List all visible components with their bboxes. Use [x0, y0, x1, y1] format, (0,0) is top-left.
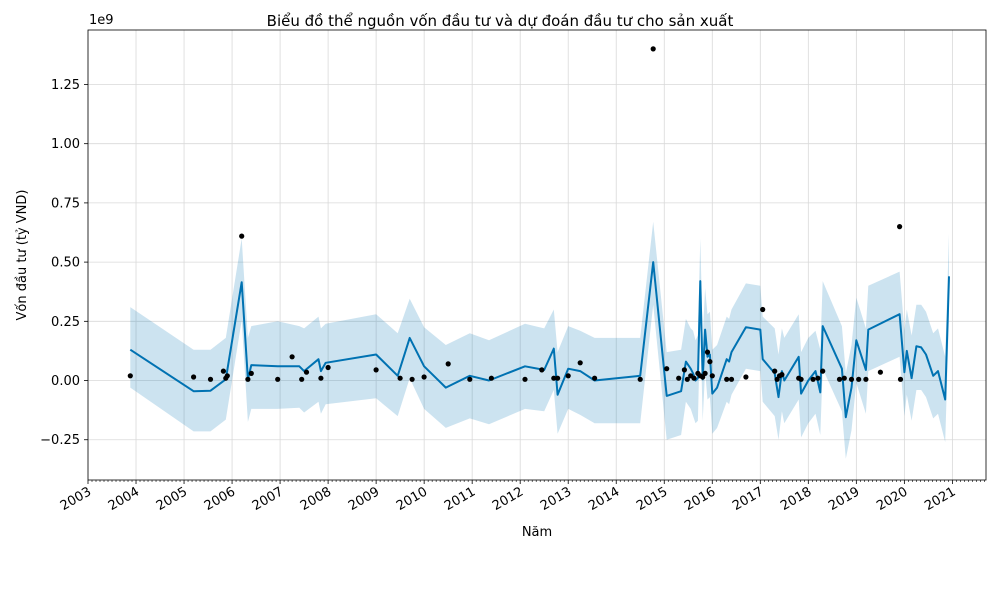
observed-point	[467, 376, 473, 382]
y-tick-label: 1.25	[51, 78, 80, 93]
x-tick-label: 2014	[586, 484, 622, 514]
observed-point	[728, 376, 735, 382]
observed-point	[127, 373, 133, 379]
observed-point	[239, 233, 245, 239]
observed-point	[676, 375, 682, 381]
x-tick-label: 2018	[778, 484, 814, 514]
observed-point	[555, 375, 561, 381]
x-tick-label: 2016	[682, 484, 718, 514]
observed-point	[798, 376, 804, 382]
forecast-line	[129, 261, 950, 419]
observed-point	[565, 373, 571, 379]
observed-point	[877, 369, 884, 375]
observed-point	[539, 367, 545, 373]
x-tick-label: 2005	[154, 484, 190, 514]
observed-point	[836, 376, 843, 382]
observed-point	[810, 376, 816, 382]
observed-point	[856, 376, 862, 382]
observed-point	[681, 367, 688, 373]
observed-point	[220, 368, 226, 374]
observed-point	[592, 375, 598, 381]
x-tick-label: 2013	[538, 484, 574, 514]
observed-point	[245, 376, 251, 382]
y-tick-label: −0.25	[40, 433, 80, 448]
x-tick-label: 2008	[298, 484, 334, 514]
x-axis-label: Năm	[522, 525, 552, 540]
observed-point	[650, 46, 656, 52]
observed-point	[275, 376, 281, 382]
observed-point	[704, 349, 711, 355]
observed-point	[841, 375, 847, 381]
x-tick-label: 2010	[394, 484, 430, 514]
observed-point	[691, 375, 697, 381]
y-tick-label: 0.25	[51, 315, 80, 330]
y-tick-label: 1.00	[51, 137, 80, 152]
y-tick-label: 0.75	[51, 196, 80, 211]
x-tick-label: 2004	[106, 484, 142, 514]
observed-point	[760, 306, 766, 313]
y-ticks: −0.25 0.00 0.25 0.50 0.75 1.00 1.25	[40, 78, 88, 448]
observed-point	[707, 359, 713, 365]
observed-point	[684, 376, 690, 382]
observed-point	[207, 376, 214, 382]
observed-point	[772, 368, 778, 374]
observed-point	[445, 361, 451, 367]
observed-point	[299, 376, 305, 382]
x-tick-label: 2006	[202, 484, 238, 514]
grid	[87, 30, 986, 480]
y-axis-label: Vốn đầu tư (tỷ VND)	[15, 190, 30, 321]
observed-point	[488, 375, 494, 381]
x-tick-label: 2003	[58, 484, 94, 514]
observed-point	[191, 374, 197, 380]
observed-point	[325, 364, 331, 371]
confidence-band	[130, 221, 950, 459]
y-tick-label: 0.00	[51, 374, 80, 389]
observed-point	[820, 368, 826, 374]
observed-point	[724, 376, 730, 382]
observed-point	[397, 375, 403, 381]
observed-point	[421, 374, 427, 380]
observed-point	[709, 373, 715, 379]
observed-point	[897, 376, 904, 382]
observed-point	[897, 224, 903, 230]
observed-point	[637, 376, 643, 382]
observed-point	[664, 366, 670, 372]
x-tick-label: 2019	[826, 484, 862, 514]
y-tick-label: 0.50	[51, 256, 80, 271]
x-tick-label: 2020	[874, 484, 910, 514]
observed-point	[863, 376, 869, 382]
x-tick-label: 2012	[490, 484, 526, 514]
x-tick-label: 2021	[922, 484, 958, 514]
observed-point	[373, 367, 379, 373]
observed-point	[848, 376, 855, 382]
forecast-line-group	[129, 261, 950, 419]
observed-points	[127, 46, 904, 382]
observed-point	[303, 369, 310, 375]
uncertainty-band	[130, 221, 950, 459]
x-tick-label: 2015	[634, 484, 670, 514]
observed-point	[318, 375, 324, 381]
plot-frame	[87, 29, 987, 481]
x-tick-label: 2017	[730, 484, 766, 514]
observed-point	[289, 354, 295, 360]
x-tick-label: 2007	[250, 484, 286, 514]
x-tick-label: 2009	[346, 484, 382, 514]
observed-point	[815, 375, 821, 381]
observed-point	[248, 370, 254, 376]
observed-point	[409, 376, 415, 382]
observed-point	[702, 370, 708, 376]
observed-point	[577, 360, 583, 366]
observed-point	[779, 372, 785, 378]
observed-point	[224, 373, 230, 379]
chart-title: Biểu đồ thể nguồn vốn đầu tư và dự đoán …	[267, 12, 734, 30]
observed-point	[522, 376, 528, 382]
observed-point	[551, 375, 557, 381]
y-offset-label: 1e9	[89, 13, 114, 28]
x-ticks: 2003 2004 2005 2006 2007 2008 2009 2010 2011 2012…	[58, 480, 985, 514]
observed-point	[743, 374, 749, 380]
x-tick-label: 2011	[442, 484, 478, 514]
